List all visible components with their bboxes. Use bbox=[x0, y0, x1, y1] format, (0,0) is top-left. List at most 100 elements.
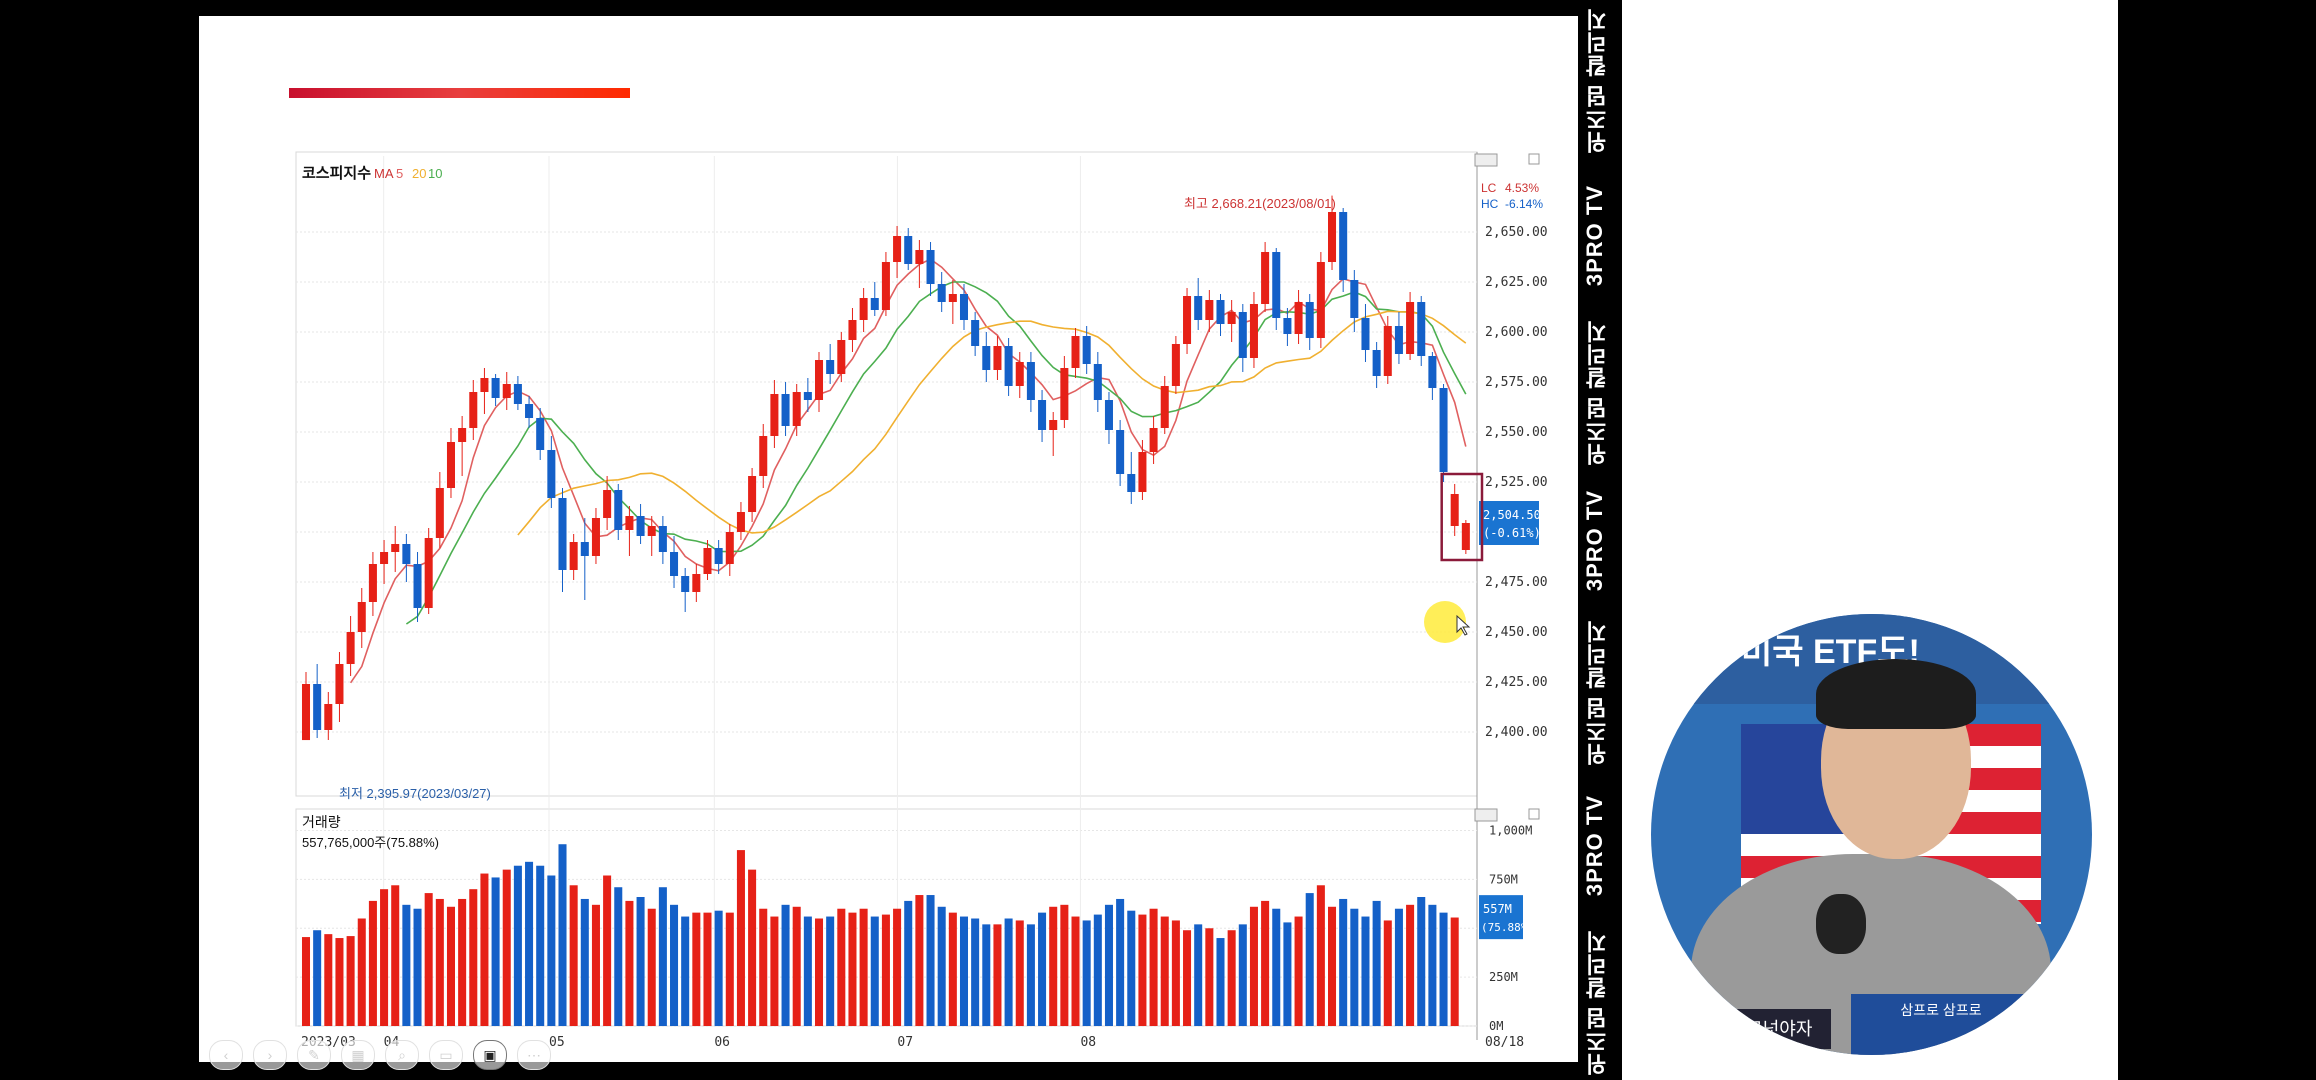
volume-bar bbox=[502, 869, 511, 1026]
candle-body bbox=[1428, 356, 1437, 388]
volume-bar bbox=[469, 889, 478, 1026]
volume-badge bbox=[1479, 895, 1523, 940]
candle-body bbox=[971, 320, 980, 346]
volume-bar bbox=[435, 898, 444, 1026]
candle-body bbox=[1439, 388, 1448, 472]
more-icon[interactable]: ⋯ bbox=[517, 1040, 551, 1070]
candle-body bbox=[1127, 474, 1136, 492]
candle-body bbox=[670, 552, 679, 576]
candle-body bbox=[346, 632, 355, 664]
prev-icon[interactable]: ‹ bbox=[209, 1040, 243, 1070]
candle-body bbox=[580, 542, 589, 556]
candle-body bbox=[1249, 304, 1258, 358]
candle-body bbox=[1116, 430, 1125, 474]
hc-value: -6.14% bbox=[1505, 197, 1543, 211]
candle-body bbox=[870, 298, 879, 310]
volume-bar bbox=[837, 908, 846, 1026]
current-price-change: (-0.61%) bbox=[1483, 526, 1541, 540]
candle-body bbox=[1361, 318, 1370, 350]
panel-close-icon bbox=[1528, 153, 1540, 165]
volume-bar bbox=[904, 900, 913, 1026]
volume-bar bbox=[1138, 914, 1147, 1026]
candle-body bbox=[502, 384, 511, 398]
candle-body bbox=[681, 576, 690, 592]
volume-bar bbox=[1116, 898, 1125, 1026]
camera-icon[interactable]: ▣ bbox=[473, 1040, 507, 1070]
y-tick-label: 2,400.00 bbox=[1485, 725, 1548, 740]
volume-bar bbox=[1305, 893, 1314, 1026]
volume-bar bbox=[848, 912, 857, 1026]
candle-body bbox=[1194, 296, 1203, 320]
volume-tick-label: 0M bbox=[1489, 1019, 1503, 1033]
volume-bar bbox=[1328, 906, 1337, 1026]
volume-bar bbox=[513, 865, 522, 1026]
volume-bar bbox=[948, 912, 957, 1026]
candle-body bbox=[1406, 302, 1415, 354]
volume-bar bbox=[591, 904, 600, 1026]
candle-body bbox=[547, 450, 556, 498]
candle-body bbox=[313, 684, 322, 730]
volume-bar bbox=[670, 904, 679, 1026]
volume-bar bbox=[658, 887, 667, 1026]
candle-body bbox=[770, 394, 779, 436]
candle-body bbox=[636, 516, 645, 536]
volume-bar bbox=[893, 908, 902, 1026]
volume-bar bbox=[569, 885, 578, 1026]
volume-bar bbox=[982, 924, 991, 1026]
volume-bar bbox=[1071, 916, 1080, 1026]
volume-tick-label: 1,000M bbox=[1489, 824, 1532, 838]
y-tick-label: 2,450.00 bbox=[1485, 625, 1548, 640]
volume-bar bbox=[1038, 912, 1047, 1026]
brand-text: 위즈덤 칼리지 bbox=[1585, 320, 1610, 466]
brand-text: 3PRO TV bbox=[1582, 185, 1607, 287]
volume-bar bbox=[937, 906, 946, 1026]
volume-bar bbox=[402, 904, 411, 1026]
ma20-line bbox=[517, 310, 1467, 536]
zoom-icon[interactable]: ⌕ bbox=[385, 1040, 419, 1070]
player-controls: ‹ › ✎ ▦ ⌕ ▭ ▣ ⋯ bbox=[209, 1040, 551, 1074]
x-tick-label: 05 bbox=[549, 1035, 565, 1050]
brand-text: 위즈덤 칼리지 bbox=[1585, 8, 1610, 154]
candle-body bbox=[1450, 494, 1459, 526]
candle-body bbox=[1383, 326, 1392, 376]
candle-body bbox=[948, 294, 957, 302]
candle-body bbox=[591, 518, 600, 556]
candle-body bbox=[826, 360, 835, 374]
volume-bar bbox=[1372, 900, 1381, 1026]
volume-bar bbox=[1294, 916, 1303, 1026]
volume-bar bbox=[1004, 918, 1013, 1026]
accent-bar bbox=[289, 88, 630, 98]
volume-bar bbox=[1428, 904, 1437, 1026]
volume-bar bbox=[792, 906, 801, 1026]
volume-bar bbox=[1171, 920, 1180, 1026]
subtitle-icon[interactable]: ▭ bbox=[429, 1040, 463, 1070]
candle-body bbox=[736, 512, 745, 532]
current-price-badge bbox=[1479, 501, 1539, 545]
candle-body bbox=[536, 418, 545, 450]
chart-title: 코스피지수 bbox=[302, 165, 371, 182]
candle-body bbox=[491, 378, 500, 398]
y-tick-label: 2,425.00 bbox=[1485, 675, 1548, 690]
brand-text: 3PRO TV bbox=[1582, 795, 1607, 897]
candle-body bbox=[603, 490, 612, 518]
lc-label: LC bbox=[1481, 181, 1497, 195]
candle-body bbox=[368, 564, 377, 602]
volume-bar bbox=[770, 916, 779, 1026]
volume-bar bbox=[525, 861, 534, 1026]
volume-bar bbox=[881, 914, 890, 1026]
volume-bar bbox=[1127, 910, 1136, 1026]
candle-body bbox=[301, 684, 311, 741]
candle-body bbox=[357, 602, 366, 632]
candle-body bbox=[1272, 252, 1281, 318]
volume-bar bbox=[458, 898, 467, 1026]
play-icon[interactable]: › bbox=[253, 1040, 287, 1070]
candle-body bbox=[647, 526, 656, 536]
grid-icon[interactable]: ▦ bbox=[341, 1040, 375, 1070]
price-panel-frame bbox=[295, 151, 1478, 797]
brand-text: 3PRO TV bbox=[1582, 490, 1607, 592]
pen-icon[interactable]: ✎ bbox=[297, 1040, 331, 1070]
candle-body bbox=[513, 384, 522, 404]
volume-bar bbox=[1093, 914, 1102, 1026]
volume-bar bbox=[446, 906, 455, 1026]
candle-body bbox=[402, 544, 411, 564]
